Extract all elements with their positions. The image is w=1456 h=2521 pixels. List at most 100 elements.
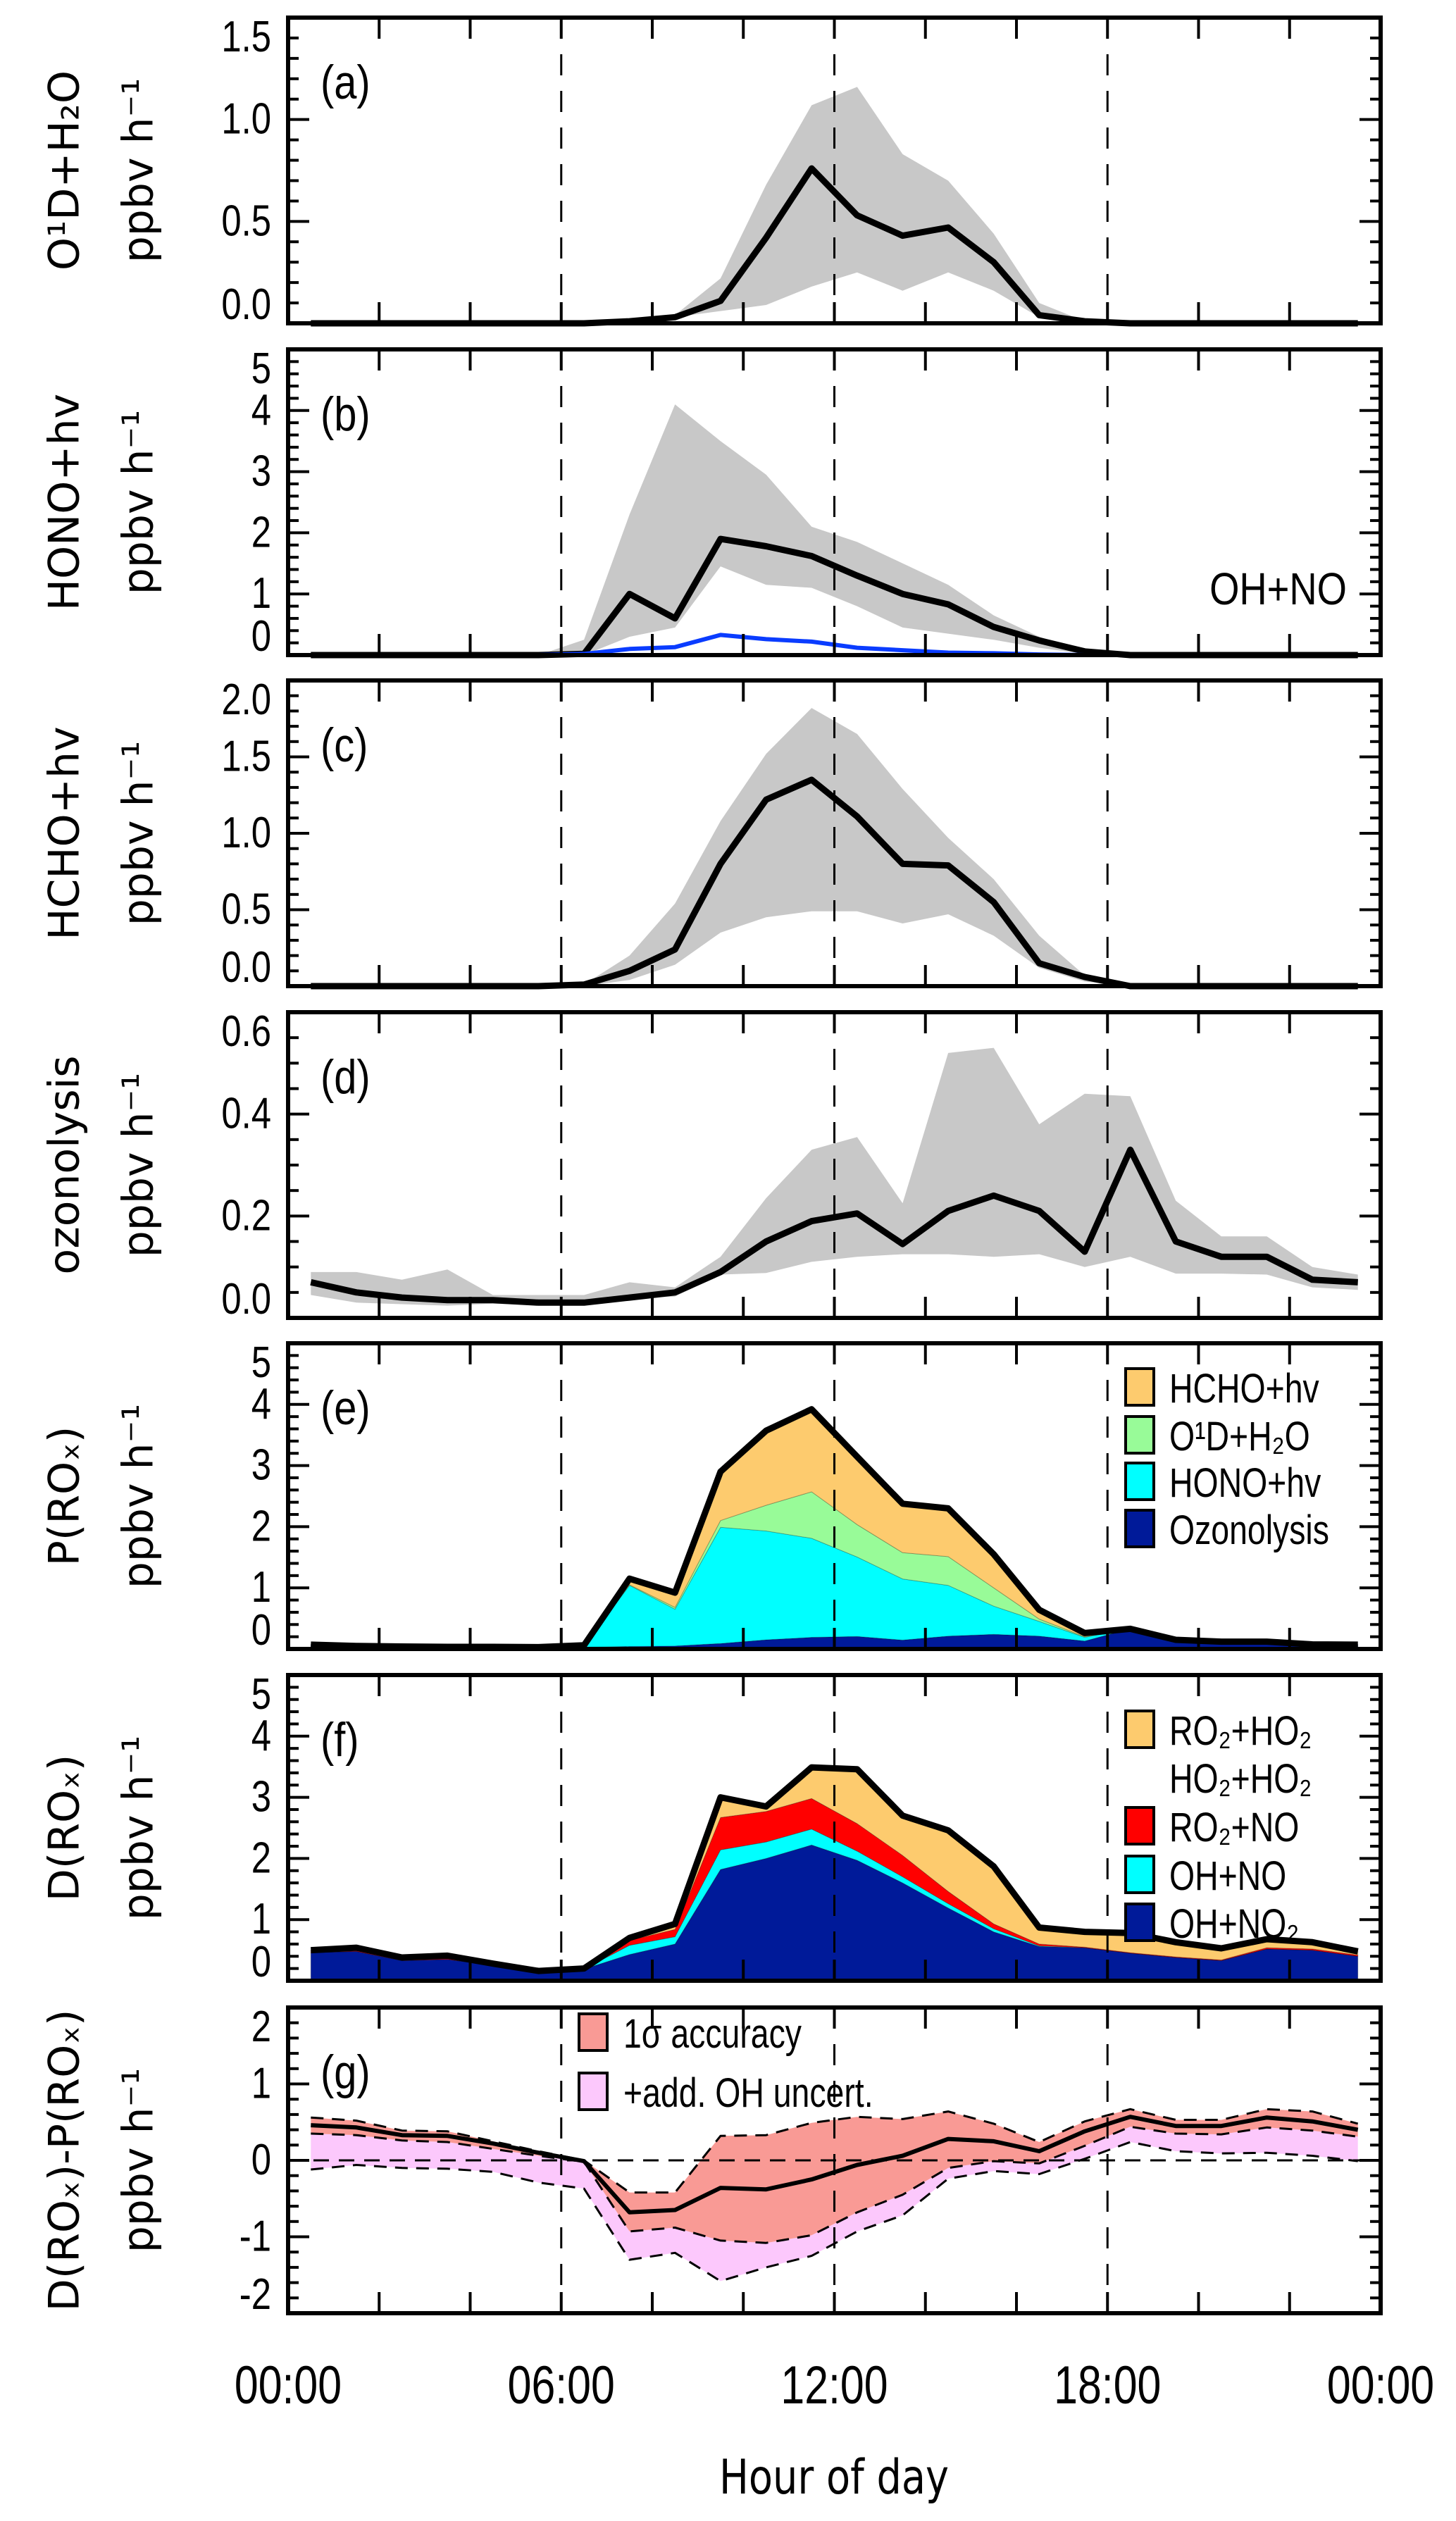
legend-label: O¹D+H₂O — [1169, 1414, 1310, 1459]
x-tick-label: 06:00 — [508, 2355, 615, 2415]
legend-label: HCHO+hv — [1169, 1366, 1319, 1412]
y-tick-label: 1.0 — [221, 95, 271, 144]
y-axis-unit: ppbv h⁻¹ — [114, 1073, 163, 1258]
legend-label: HONO+hv — [1169, 1460, 1321, 1506]
y-tick-label: 5 — [251, 1338, 271, 1387]
y-tick-label: 3 — [251, 1441, 271, 1490]
y-tick-label: 5 — [251, 1670, 271, 1719]
panel-label: (e) — [321, 1382, 371, 1435]
y-tick-label: 0.6 — [221, 1007, 271, 1056]
panel-c: 0.0 0.5 1.0 1.5 2.0 (c) HCHO+hv ppbv h⁻¹ — [40, 676, 1383, 992]
y-axis-title: D(ROₓ) — [40, 1755, 89, 1902]
legend-swatch — [1124, 1710, 1155, 1749]
x-tick-label: 12:00 — [780, 2355, 888, 2415]
y-tick-label: 0.0 — [221, 1275, 271, 1324]
y-tick-label: 0.5 — [221, 197, 271, 246]
legend-label: 1σ accuracy — [623, 2011, 802, 2057]
plot-frame — [286, 2005, 1383, 2315]
x-axis: 00:00 06:00 12:00 18:00 00:00 — [235, 2355, 1434, 2415]
y-tick-label: 5 — [251, 344, 271, 393]
y-axis-unit: ppbv h⁻¹ — [114, 410, 163, 595]
panel-f: 01 2 3 45 (f) D(ROₓ) ppbv h⁻¹ RO₂+HO₂HO₂+HO₂RO₂… — [40, 1670, 1383, 1986]
legend-label: HO₂+HO₂ — [1169, 1756, 1312, 1802]
plot-frame — [286, 678, 1383, 988]
panel-label: (d) — [321, 1051, 371, 1104]
x-tick-label: 00:00 — [235, 2355, 342, 2415]
panel-label: (b) — [321, 388, 371, 441]
panel-d: 0.0 0.2 0.4 0.6 (d) ozonolysis ppbv h⁻¹ — [40, 1007, 1383, 1324]
y-tick-label: 4 — [251, 1712, 271, 1760]
panel-label: (f) — [321, 1714, 359, 1767]
panel-label: (c) — [321, 719, 368, 772]
legend-label: Ozonolysis — [1169, 1507, 1329, 1553]
y-tick-label: 1.5 — [221, 733, 271, 781]
legend-swatch — [1124, 1903, 1155, 1942]
y-tick-label: 1.5 — [221, 13, 271, 61]
band-oh-uncert — [311, 2127, 1358, 2282]
y-tick-label: 2 — [251, 1502, 271, 1551]
y-tick-label: 0 — [251, 612, 271, 661]
legend-swatch — [1124, 1855, 1155, 1894]
panel-e: 01 2 3 45 (e) P(ROₓ) ppbv h⁻¹ HCHO+hvO¹D+H₂OHON… — [40, 1338, 1383, 1655]
y-axis-title: P(ROₓ) — [40, 1426, 89, 1567]
x-tick-label: 18:00 — [1054, 2355, 1161, 2415]
oh-no-label: OH+NO — [1209, 564, 1347, 614]
legend-swatch — [1124, 1415, 1155, 1455]
band-accuracy — [311, 2109, 1358, 2243]
legend-label: +add. OH uncert. — [623, 2070, 873, 2116]
legend-label: RO₂+HO₂ — [1169, 1708, 1312, 1754]
y-axis-unit: ppbv h⁻¹ — [114, 1736, 163, 1921]
plot-frame — [286, 1010, 1383, 1320]
y-tick-label: 3 — [251, 447, 271, 496]
y-tick-label: 0 — [251, 1606, 271, 1655]
x-axis-title: Hour of day — [719, 2449, 949, 2506]
mean-line — [310, 1146, 1358, 1306]
plot-frame — [286, 1673, 1383, 1983]
plot-frame — [286, 1341, 1383, 1651]
y-tick-label: 4 — [251, 386, 271, 435]
y-tick-label: 2 — [251, 509, 271, 557]
panel-label: (g) — [321, 2046, 371, 2099]
y-tick-label: -1 — [239, 2212, 271, 2261]
y-tick-label: 0 — [251, 1938, 271, 1986]
y-tick-label: 2 — [251, 2003, 271, 2051]
y-axis-title: D(ROₓ)-P(ROₓ) — [40, 2010, 89, 2312]
y-axis-title: O¹D+H₂O — [40, 70, 89, 270]
y-tick-label: 1 — [251, 1896, 271, 1944]
y-tick-label: 0.4 — [221, 1090, 271, 1138]
panel-a: 0.0 0.5 1.0 1.5 (a) O¹D+H₂O ppbv h⁻¹ — [40, 13, 1383, 329]
legend-swatch — [1124, 1509, 1155, 1548]
panel-g: -2 -1 0 1 2 (g) D(ROₓ)-P(ROₓ) ppbv h⁻¹ 1σ accura… — [40, 2003, 1383, 2319]
y-axis-unit: ppbv h⁻¹ — [114, 741, 163, 926]
legend-swatch — [578, 2012, 609, 2052]
y-tick-label: 1.0 — [221, 809, 271, 857]
accuracy-upper-line — [311, 2108, 1359, 2194]
legend-swatch — [1124, 1462, 1155, 1501]
y-tick-label: 0.0 — [221, 280, 271, 329]
panels: 0.00.51.01.5(a)O¹D+H₂O ppbv h⁻¹012345(b)H… — [40, 13, 1383, 2319]
legend-label: OH+NO₂ — [1169, 1901, 1299, 1947]
y-tick-label: 0 — [251, 2136, 271, 2184]
y-tick-label: 0.0 — [221, 943, 271, 992]
y-axis-unit: ppbv h⁻¹ — [114, 1404, 163, 1589]
y-tick-label: -2 — [239, 2270, 271, 2319]
y-axis-unit: ppbv h⁻¹ — [114, 2068, 163, 2253]
y-tick-label: 1 — [251, 2060, 271, 2108]
panel-label: (a) — [321, 56, 371, 109]
y-tick-label: 0.2 — [221, 1192, 271, 1240]
y-tick-label: 2.0 — [221, 676, 271, 724]
y-axis-unit: ppbv h⁻¹ — [114, 78, 163, 263]
legend-label: OH+NO — [1169, 1853, 1286, 1899]
y-axis-title: HCHO+hv — [40, 726, 89, 940]
panel-b: 01 2 3 45 (b) HONO+hv ppbv h⁻¹ OH+NO — [40, 344, 1383, 661]
y-axis-title: HONO+hv — [40, 394, 89, 611]
y-tick-label: 4 — [251, 1380, 271, 1428]
x-tick-label: 00:00 — [1327, 2355, 1434, 2415]
legend-swatch — [1124, 1806, 1155, 1845]
y-tick-label: 2 — [251, 1834, 271, 1883]
accuracy-lower-line — [311, 2125, 1358, 2244]
plot-frame — [286, 347, 1383, 657]
legend-label: RO₂+NO — [1169, 1805, 1299, 1850]
y-axis-title: ozonolysis — [40, 1055, 89, 1274]
